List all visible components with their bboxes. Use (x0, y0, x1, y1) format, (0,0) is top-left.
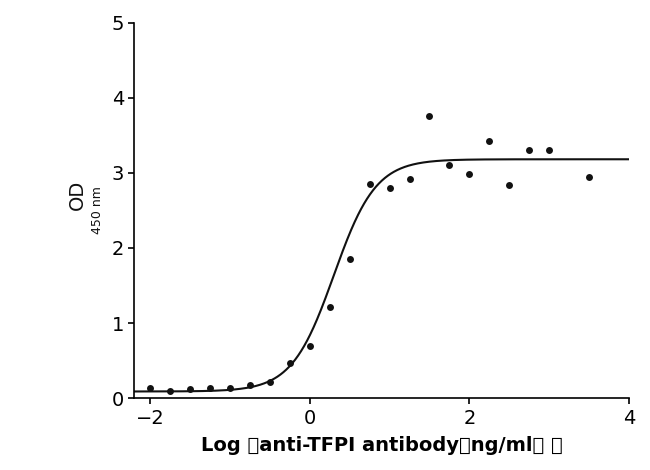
Point (265, 378, 275, 385)
Point (205, 384, 215, 392)
Text: 450 nm: 450 nm (91, 187, 104, 235)
Point (504, 181, 514, 188)
Point (324, 303, 335, 310)
Point (404, 175, 415, 182)
Point (165, 387, 176, 394)
Point (145, 385, 155, 392)
Point (584, 173, 594, 180)
Point (245, 381, 255, 389)
Point (225, 385, 235, 392)
Point (424, 113, 435, 120)
Point (444, 162, 454, 169)
Point (365, 180, 375, 188)
Point (285, 359, 295, 367)
Point (544, 147, 554, 154)
Point (344, 256, 355, 263)
Point (185, 385, 196, 393)
Point (305, 342, 315, 349)
Text: OD: OD (68, 180, 87, 211)
Point (464, 171, 474, 178)
Point (384, 184, 395, 192)
Point (484, 138, 495, 145)
X-axis label: Log （anti-TFPI antibody（ng/ml） ）: Log （anti-TFPI antibody（ng/ml） ） (201, 436, 562, 455)
Point (524, 147, 534, 154)
